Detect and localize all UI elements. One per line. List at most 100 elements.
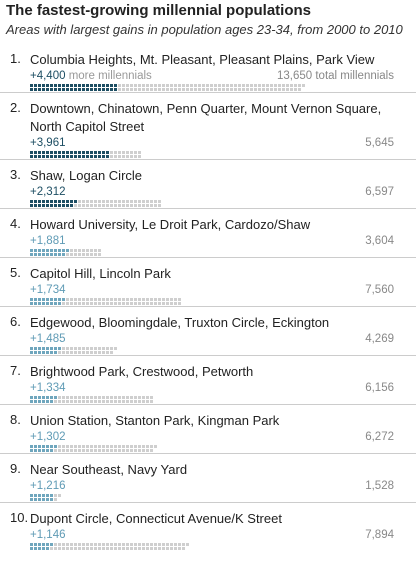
gain-label: +4,400 more millennials	[30, 70, 152, 83]
gain-dot	[30, 204, 33, 207]
gain-dot	[58, 151, 61, 154]
gain-dot	[90, 151, 93, 154]
remainder-dot	[114, 302, 117, 305]
gain-dot	[74, 84, 77, 87]
remainder-dot	[222, 84, 225, 87]
total-value: 6,156	[365, 382, 394, 394]
remainder-dot	[78, 249, 81, 252]
remainder-dot	[86, 249, 89, 252]
gain-dot	[54, 88, 57, 91]
remainder-dot	[126, 204, 129, 207]
gain-dot	[34, 298, 37, 301]
remainder-dot	[166, 302, 169, 305]
remainder-dot	[98, 298, 101, 301]
gain-dot	[62, 84, 65, 87]
gain-dot	[42, 151, 45, 154]
remainder-dot	[138, 88, 141, 91]
remainder-dot	[178, 88, 181, 91]
remainder-dot	[122, 396, 125, 399]
remainder-dot	[74, 302, 77, 305]
gain-dot	[38, 151, 41, 154]
remainder-dot	[226, 84, 229, 87]
gain-dot	[34, 155, 37, 158]
remainder-dot	[126, 396, 129, 399]
remainder-dot	[138, 200, 141, 203]
gain-dot	[46, 200, 49, 203]
remainder-dot	[90, 200, 93, 203]
remainder-dot	[78, 204, 81, 207]
remainder-dot	[130, 151, 133, 154]
gain-dot	[46, 449, 49, 452]
remainder-dot	[118, 543, 121, 546]
gain-dot	[58, 204, 61, 207]
remainder-dot	[178, 547, 181, 550]
remainder-dot	[130, 88, 133, 91]
remainder-dot	[114, 200, 117, 203]
remainder-dot	[150, 400, 153, 403]
total-label: 7,560	[365, 284, 394, 297]
gain-dot	[78, 88, 81, 91]
remainder-dot	[90, 347, 93, 350]
gain-value: +3,961	[30, 137, 66, 149]
remainder-dot	[154, 298, 157, 301]
remainder-dot	[66, 445, 69, 448]
gain-dot	[46, 347, 49, 350]
neighborhood-name: Shaw, Logan Circle	[30, 168, 143, 183]
gain-dot	[62, 155, 65, 158]
gain-dot	[38, 253, 41, 256]
remainder-dot	[130, 200, 133, 203]
remainder-dot	[82, 302, 85, 305]
remainder-dot	[138, 84, 141, 87]
remainder-dot	[134, 543, 137, 546]
gain-dot	[46, 151, 49, 154]
gain-dot	[30, 498, 33, 501]
total-label: 6,597	[365, 186, 394, 199]
remainder-dot	[158, 88, 161, 91]
remainder-dot	[150, 449, 153, 452]
remainder-dot	[58, 400, 61, 403]
remainder-dot	[66, 253, 69, 256]
gain-dot	[98, 155, 101, 158]
gain-dot	[54, 84, 57, 87]
gain-dot	[66, 84, 69, 87]
remainder-dot	[126, 200, 129, 203]
gain-dot	[78, 151, 81, 154]
remainder-dot	[86, 302, 89, 305]
remainder-dot	[162, 88, 165, 91]
gain-value: +4,400	[30, 70, 66, 82]
gain-dot	[62, 249, 65, 252]
remainder-dot	[150, 200, 153, 203]
gain-dot	[50, 84, 53, 87]
gain-dot	[86, 151, 89, 154]
gain-dot	[38, 298, 41, 301]
remainder-dot	[82, 547, 85, 550]
remainder-dot	[98, 449, 101, 452]
remainder-dot	[78, 445, 81, 448]
remainder-dot	[218, 88, 221, 91]
gain-dot	[46, 351, 49, 354]
remainder-dot	[70, 449, 73, 452]
gain-dot	[46, 204, 49, 207]
total-label: 1,528	[365, 480, 394, 493]
remainder-dot	[122, 547, 125, 550]
gain-dot	[34, 351, 37, 354]
neighborhood-name: Dupont Circle, Connecticut Avenue/K Stre…	[30, 511, 282, 526]
remainder-dot	[126, 88, 129, 91]
remainder-dot	[130, 449, 133, 452]
gain-dot	[30, 445, 33, 448]
gain-dot	[58, 302, 61, 305]
gain-dot	[30, 151, 33, 154]
gain-dot	[46, 249, 49, 252]
remainder-dot	[102, 543, 105, 546]
remainder-dot	[122, 449, 125, 452]
remainder-dot	[294, 88, 297, 91]
remainder-dot	[58, 494, 61, 497]
neighborhood-name: Capitol Hill, Lincoln Park	[30, 266, 171, 281]
remainder-dot	[270, 88, 273, 91]
remainder-dot	[122, 151, 125, 154]
remainder-dot	[138, 298, 141, 301]
remainder-dot	[166, 88, 169, 91]
remainder-dot	[146, 204, 149, 207]
gain-dot	[114, 88, 117, 91]
remainder-dot	[126, 155, 129, 158]
